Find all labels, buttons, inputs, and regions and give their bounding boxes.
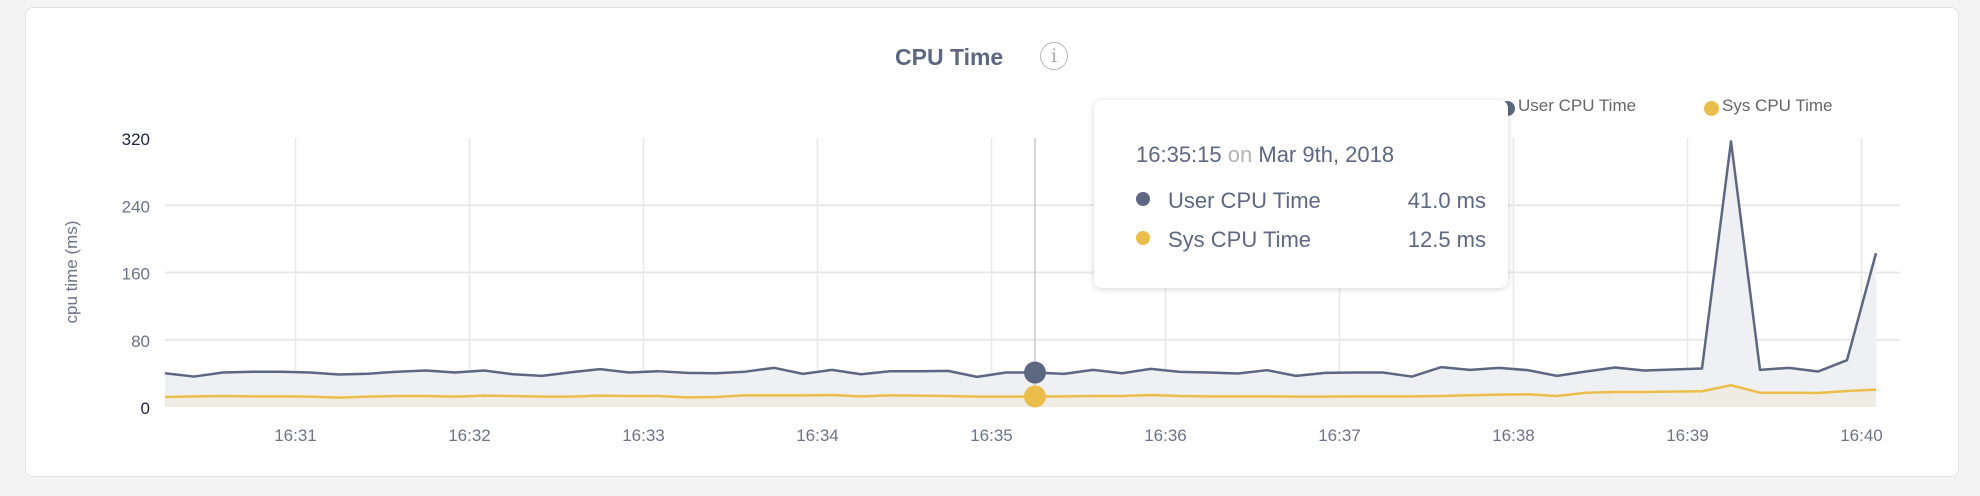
area-sys	[165, 385, 1876, 407]
y-tick-label: 160	[122, 265, 150, 284]
line-user	[164, 140, 1878, 379]
x-tick-label: 16:35	[970, 426, 1013, 445]
legend-user[interactable]: User CPU Time	[1518, 96, 1637, 115]
tooltip-date: Mar 9th, 2018	[1258, 142, 1395, 167]
data-point	[1024, 385, 1046, 408]
x-tick-label: 16:31	[274, 426, 317, 445]
tooltip-label: User CPU Time	[1168, 188, 1321, 213]
tooltip-label: Sys CPU Time	[1168, 227, 1312, 252]
data-point	[1024, 361, 1046, 384]
y-tick-label: 0	[141, 399, 150, 418]
tooltip-row-sys: Sys CPU Time 12.5 ms	[1136, 227, 1486, 253]
panel-title: CPU Time	[895, 44, 1004, 70]
legend-dot-sys	[1704, 101, 1719, 116]
tooltip-timestamp: 16:35:15 on Mar 9th, 2018	[1136, 142, 1394, 168]
tooltip: 16:35:15 on Mar 9th, 2018 User CPU Time 4…	[1094, 100, 1508, 288]
x-tick-label: 16:32	[448, 426, 491, 445]
tooltip-value: 41.0 ms	[1407, 188, 1486, 213]
y-tick-label: 320	[122, 130, 150, 149]
x-tick-label: 16:38	[1492, 426, 1535, 445]
tooltip-time: 16:35:15	[1136, 142, 1222, 167]
legend-sys[interactable]: Sys CPU Time	[1722, 96, 1833, 115]
y-tick-label: 80	[131, 332, 150, 351]
x-tick-label: 16:39	[1666, 426, 1709, 445]
x-tick-label: 16:40	[1840, 426, 1883, 445]
tooltip-value: 12.5 ms	[1407, 227, 1486, 252]
x-tick-label: 16:37	[1318, 426, 1361, 445]
tooltip-on: on	[1227, 142, 1253, 167]
info-circle-icon[interactable]: i	[1040, 42, 1068, 70]
y-axis-label: cpu time (ms)	[62, 221, 81, 324]
sys-dot-icon	[1136, 231, 1150, 245]
area-user	[165, 141, 1876, 408]
x-tick-label: 16:36	[1144, 426, 1187, 445]
tooltip-row-user: User CPU Time 41.0 ms	[1136, 188, 1486, 214]
x-tick-label: 16:34	[796, 426, 839, 445]
line-sys	[164, 383, 1877, 399]
x-tick-label: 16:33	[622, 426, 665, 445]
user-dot-icon	[1136, 192, 1150, 206]
y-tick-label: 240	[122, 197, 150, 216]
